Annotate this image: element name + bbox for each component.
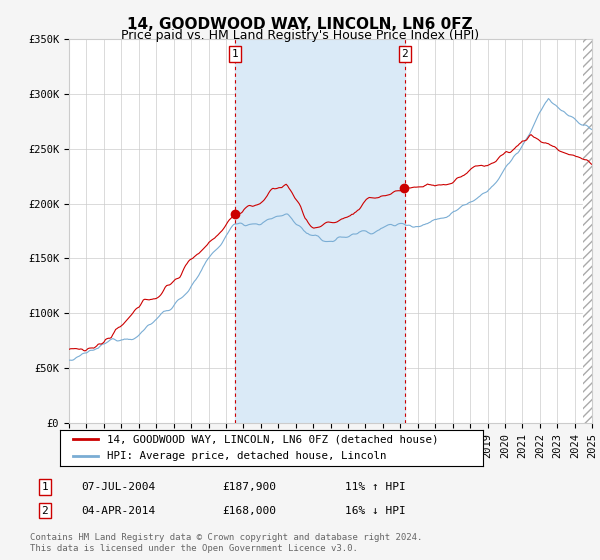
Text: 14, GOODWOOD WAY, LINCOLN, LN6 0FZ (detached house): 14, GOODWOOD WAY, LINCOLN, LN6 0FZ (deta… [107, 435, 438, 444]
Bar [583, 39, 592, 423]
Text: This data is licensed under the Open Government Licence v3.0.: This data is licensed under the Open Gov… [30, 544, 358, 553]
Text: 14, GOODWOOD WAY, LINCOLN, LN6 0FZ: 14, GOODWOOD WAY, LINCOLN, LN6 0FZ [127, 17, 473, 32]
Text: HPI: Average price, detached house, Lincoln: HPI: Average price, detached house, Linc… [107, 451, 386, 461]
Text: 2: 2 [41, 506, 49, 516]
Text: £187,900: £187,900 [222, 482, 276, 492]
Text: 2: 2 [401, 49, 408, 59]
Bar [583, 39, 592, 423]
Text: Price paid vs. HM Land Registry's House Price Index (HPI): Price paid vs. HM Land Registry's House … [121, 29, 479, 42]
Bar [235, 39, 405, 423]
Text: 16% ↓ HPI: 16% ↓ HPI [345, 506, 406, 516]
Text: 1: 1 [41, 482, 49, 492]
Text: 11% ↑ HPI: 11% ↑ HPI [345, 482, 406, 492]
Text: Contains HM Land Registry data © Crown copyright and database right 2024.: Contains HM Land Registry data © Crown c… [30, 533, 422, 542]
Text: 1: 1 [232, 49, 238, 59]
Text: 07-JUL-2004: 07-JUL-2004 [81, 482, 155, 492]
Text: 04-APR-2014: 04-APR-2014 [81, 506, 155, 516]
Text: £168,000: £168,000 [222, 506, 276, 516]
